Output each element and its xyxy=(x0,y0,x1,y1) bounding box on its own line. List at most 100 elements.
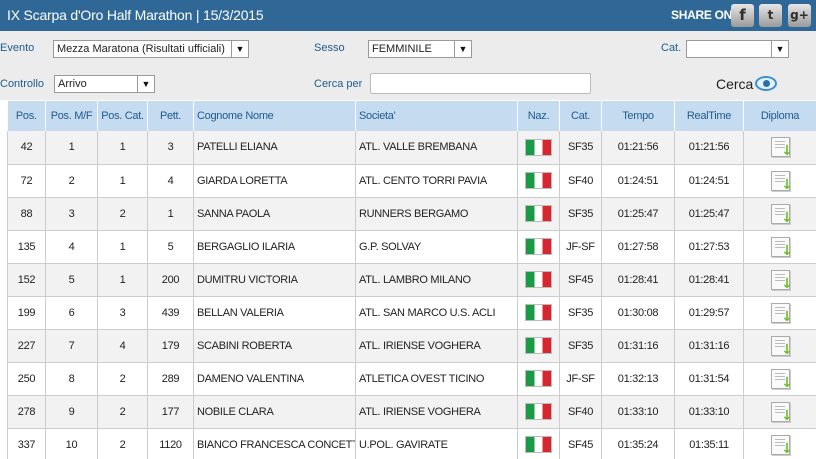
table-row[interactable]: 135 4 1 5 BERGAGLIO ILARIA G.P. SOLVAY JF-SF 01… xyxy=(7,230,816,264)
google-plus-icon[interactable]: g+ xyxy=(788,4,811,27)
table-header-row: Pos. Pos. M/F Pos. Cat. Pett. Cognome No… xyxy=(7,101,816,131)
cell-pos: 250 xyxy=(7,362,46,396)
download-diploma-icon[interactable] xyxy=(770,236,793,259)
cell-pett: 4 xyxy=(147,164,194,198)
chevron-down-icon: ▼ xyxy=(454,41,471,57)
cell-societa: ATL. IRIENSE VOGHERA xyxy=(355,329,518,363)
download-diploma-icon[interactable] xyxy=(770,137,793,159)
page-title: IX Scarpa d'Oro Half Marathon | 15/3/201… xyxy=(7,7,264,23)
cell-cat: JF-SF xyxy=(559,362,602,396)
evento-select[interactable]: Mezza Maratona (Risultati ufficiali) ▼ xyxy=(53,40,249,58)
download-diploma-icon[interactable] xyxy=(770,335,793,358)
cell-name: PATELLI ELIANA xyxy=(193,131,356,165)
cell-name: NOBILE CLARA xyxy=(193,395,356,429)
cell-tempo: 01:24:51 xyxy=(601,164,675,198)
col-header-realtime[interactable]: RealTime xyxy=(674,101,744,131)
cell-pos-mf: 1 xyxy=(45,131,98,165)
download-diploma-icon[interactable] xyxy=(770,269,793,292)
cerca-button-label[interactable]: Cerca xyxy=(716,76,754,92)
cell-realtime: 01:25:47 xyxy=(674,197,744,231)
sesso-select-value: FEMMINILE xyxy=(372,43,432,55)
cell-pos-cat: 1 xyxy=(97,164,148,198)
cell-diploma xyxy=(743,197,816,231)
cerca-per-input[interactable] xyxy=(370,73,591,94)
eye-icon[interactable] xyxy=(755,76,777,91)
italy-flag-icon xyxy=(525,304,552,321)
download-diploma-icon[interactable] xyxy=(770,368,793,391)
cell-cat: SF40 xyxy=(559,164,602,198)
download-diploma-icon[interactable] xyxy=(770,203,793,226)
col-header-societa[interactable]: Societa' xyxy=(355,101,518,131)
download-diploma-icon[interactable] xyxy=(770,302,793,325)
cell-tempo: 01:32:13 xyxy=(601,362,675,396)
col-header-cat[interactable]: Cat. xyxy=(559,101,602,131)
cell-realtime: 01:31:16 xyxy=(674,329,744,363)
cell-cat: JF-SF xyxy=(559,230,602,264)
cell-cat: SF40 xyxy=(559,395,602,429)
col-header-tempo[interactable]: Tempo xyxy=(601,101,675,131)
download-diploma-icon[interactable] xyxy=(770,401,793,424)
col-header-pos[interactable]: Pos. xyxy=(7,101,46,131)
cell-realtime: 01:27:53 xyxy=(674,230,744,264)
table-row[interactable]: 152 5 1 200 DUMITRU VICTORIA ATL. LAMBRO MILA… xyxy=(7,263,816,297)
italy-flag-icon xyxy=(525,403,552,420)
sesso-select[interactable]: FEMMINILE ▼ xyxy=(368,40,472,58)
table-row[interactable]: 337 10 2 1120 BIANCO FRANCESCA CONCETTA U.POL… xyxy=(7,428,816,459)
cell-tempo: 01:31:16 xyxy=(601,329,675,363)
table-row[interactable]: 278 9 2 177 NOBILE CLARA ATL. IRIENSE VOGHERA… xyxy=(7,395,816,429)
cell-tempo: 01:28:41 xyxy=(601,263,675,297)
cell-realtime: 01:24:51 xyxy=(674,164,744,198)
col-header-pos-cat[interactable]: Pos. Cat. xyxy=(97,101,148,131)
cell-pos-mf: 2 xyxy=(45,164,98,198)
col-header-name[interactable]: Cognome Nome xyxy=(193,101,356,131)
cell-tempo: 01:30:08 xyxy=(601,296,675,330)
cell-pos: 199 xyxy=(7,296,46,330)
table-row[interactable]: 250 8 2 289 DAMENO VALENTINA ATLETICA OVEST T… xyxy=(7,362,816,396)
results-table: Pos. Pos. M/F Pos. Cat. Pett. Cognome No… xyxy=(7,101,816,459)
results-body: 42 1 1 3 PATELLI ELIANA ATL. VALLE BREMBANA SF… xyxy=(7,131,816,459)
col-header-pett[interactable]: Pett. xyxy=(147,101,194,131)
col-header-diploma: Diploma xyxy=(743,101,816,131)
controllo-select[interactable]: Arrivo ▼ xyxy=(54,75,155,93)
cat-label: Cat. xyxy=(661,42,682,54)
cell-pos-cat: 1 xyxy=(97,131,148,165)
cell-tempo: 01:25:47 xyxy=(601,197,675,231)
facebook-icon[interactable]: f xyxy=(731,4,754,27)
cell-diploma xyxy=(743,263,816,297)
table-row[interactable]: 88 3 2 1 SANNA PAOLA RUNNERS BERGAMO SF35 01:25… xyxy=(7,197,816,231)
twitter-icon[interactable]: t xyxy=(759,4,782,27)
controllo-label: Controllo xyxy=(0,78,45,90)
cell-cat: SF35 xyxy=(559,131,602,165)
cell-pett: 289 xyxy=(147,362,194,396)
cell-diploma xyxy=(743,230,816,264)
table-row[interactable]: 42 1 1 3 PATELLI ELIANA ATL. VALLE BREMBANA SF… xyxy=(7,131,816,165)
download-diploma-icon[interactable] xyxy=(770,170,793,193)
cell-naz xyxy=(517,428,560,459)
cell-tempo: 01:27:58 xyxy=(601,230,675,264)
cat-select[interactable]: ▼ xyxy=(686,40,789,58)
cell-name: BELLAN VALERIA xyxy=(193,296,356,330)
cell-pos: 72 xyxy=(7,164,46,198)
share-label: SHARE ON xyxy=(671,8,732,22)
table-row[interactable]: 227 7 4 179 SCABINI ROBERTA ATL. IRIENSE VOGH… xyxy=(7,329,816,363)
italy-flag-icon xyxy=(525,238,552,255)
italy-flag-icon xyxy=(525,337,552,354)
download-diploma-icon[interactable] xyxy=(770,434,793,457)
cell-societa: G.P. SOLVAY xyxy=(355,230,518,264)
table-row[interactable]: 199 6 3 439 BELLAN VALERIA ATL. SAN MARCO U.S… xyxy=(7,296,816,330)
cell-name: DAMENO VALENTINA xyxy=(193,362,356,396)
cell-pos-cat: 2 xyxy=(97,362,148,396)
table-row[interactable]: 72 2 1 4 GIARDA LORETTA ATL. CENTO TORRI PAVI… xyxy=(7,164,816,198)
cell-tempo: 01:33:10 xyxy=(601,395,675,429)
cell-cat: SF35 xyxy=(559,329,602,363)
cell-naz xyxy=(517,230,560,264)
chevron-down-icon: ▼ xyxy=(771,41,788,57)
cell-cat: SF35 xyxy=(559,296,602,330)
cell-name: BIANCO FRANCESCA CONCETTA xyxy=(193,428,356,459)
col-header-pos-mf[interactable]: Pos. M/F xyxy=(45,101,98,131)
evento-label: Evento xyxy=(0,42,35,54)
col-header-naz[interactable]: Naz. xyxy=(517,101,560,131)
cell-pos-cat: 2 xyxy=(97,395,148,429)
italy-flag-icon xyxy=(525,205,552,222)
cell-realtime: 01:28:41 xyxy=(674,263,744,297)
